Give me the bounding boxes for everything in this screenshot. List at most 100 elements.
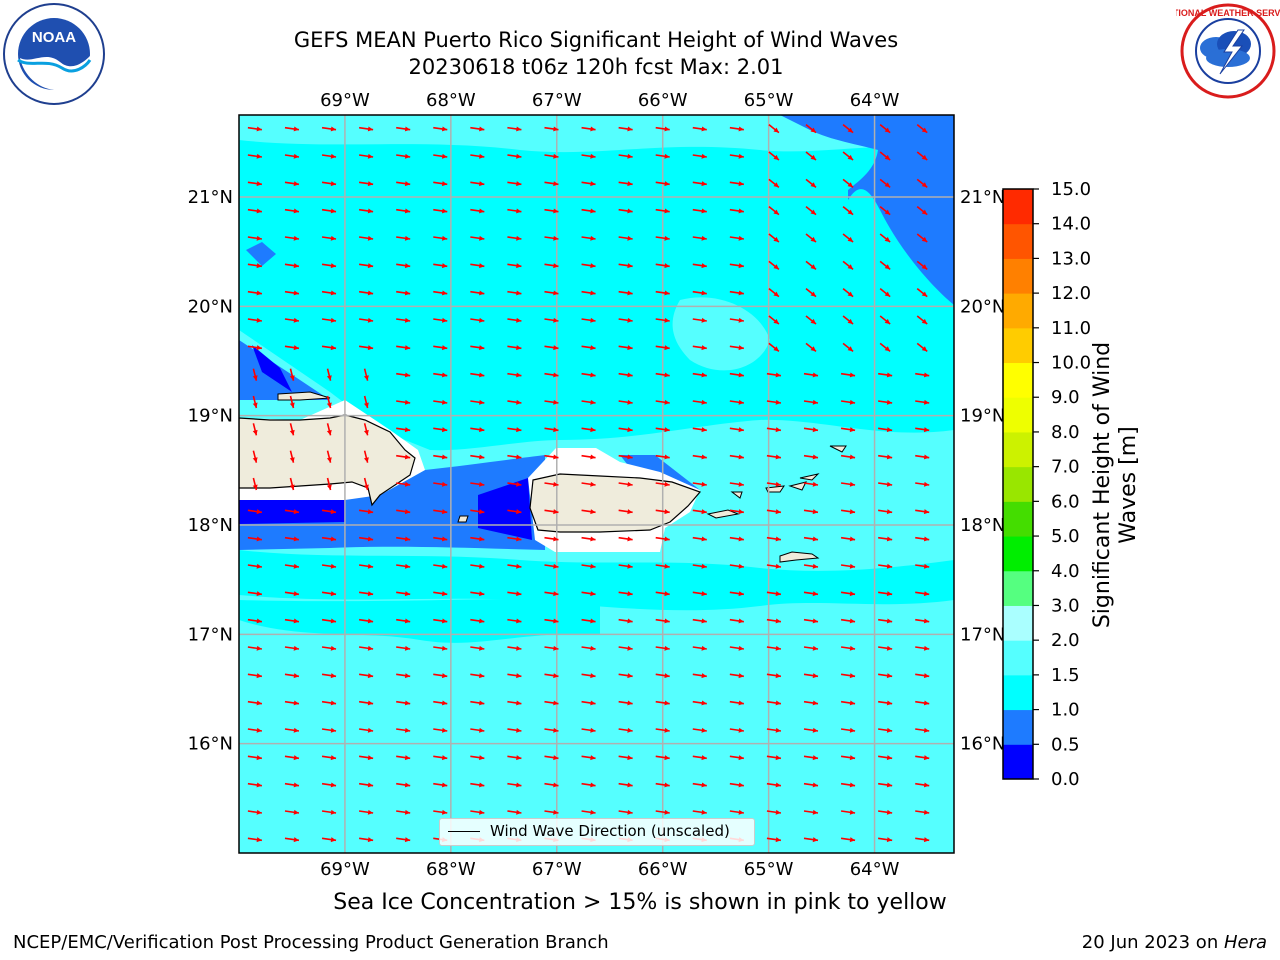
wave-direction-arrow [878,700,893,706]
wave-direction-arrow [618,809,633,815]
colorbar-segment [1003,605,1033,641]
wave-direction-arrow [507,317,522,323]
lat-tick-label: 19°N [188,406,233,427]
wave-direction-arrow [878,645,893,651]
wave-direction-arrow [581,481,596,487]
wave-direction-arrow [433,263,448,269]
wave-direction-arrow [433,673,448,679]
wave-direction-arrow [655,809,670,815]
wave-direction-arrow [915,509,930,515]
wave-direction-arrow [655,727,670,733]
wave-direction-arrow [655,454,670,460]
wave-direction-arrow [655,427,670,433]
wave-direction-arrow [729,235,744,241]
wave-direction-arrow [433,372,448,378]
colorbar-tick-label: 1.5 [1051,665,1080,686]
wave-direction-arrow [840,536,856,542]
footer-date: 20 Jun 2023 on [1081,932,1224,953]
wave-direction-arrow [768,342,780,352]
wave-direction-arrow [433,290,448,296]
wave-direction-arrow [581,317,596,323]
wave-direction-arrow [878,837,893,843]
lat-tick-label: 20°N [188,296,233,317]
wave-direction-arrow [433,481,448,487]
wave-direction-arrow [618,727,633,733]
wave-direction-arrow [840,673,856,679]
wave-direction-arrow [321,809,337,815]
wave-direction-arrow [655,700,670,706]
wave-direction-arrow [878,673,893,679]
wave-direction-arrow [766,563,782,569]
wave-direction-arrow [692,536,707,542]
wave-direction-arrow [768,151,780,161]
land-culebra [730,491,743,499]
wave-direction-arrow [247,126,263,132]
wave-direction-arrow [581,727,596,733]
colorbar-segment [1003,709,1033,745]
wave-direction-arrow [247,700,263,706]
wave-direction-arrow [803,755,819,761]
wave-direction-arrow [766,782,782,788]
wave-direction-arrow [507,126,522,132]
wave-direction-arrow [618,153,633,159]
lon-tick-label: 66°W [638,90,688,111]
wave-direction-arrow [470,317,485,323]
colorbar-segment [1003,501,1033,537]
wave-direction-arrow [358,290,374,296]
wave-direction-arrow [729,427,744,433]
wave-direction-arrow [842,206,854,216]
colorbar-tick-label: 3.0 [1051,595,1080,616]
wave-direction-arrow [916,233,928,243]
wave-direction-arrow [507,372,522,378]
wave-direction-arrow [247,536,263,542]
wave-direction-arrow [470,481,485,487]
wave-direction-arrow [840,509,856,515]
wave-direction-arrow [878,591,893,597]
wave-direction-arrow [396,235,411,241]
wave-direction-arrow [544,345,559,351]
wave-direction-arrow [692,427,707,433]
wave-direction-arrow [840,481,856,487]
wave-direction-arrow [433,563,448,569]
wave-direction-arrow [729,153,744,159]
wave-direction-arrow [805,315,817,325]
wave-direction-arrow [321,345,337,351]
wave-direction-arrow [915,700,930,706]
wave-direction-arrow [840,727,856,733]
wave-direction-arrow [842,178,854,188]
wave-direction-arrow [507,509,522,515]
wave-direction-arrow [915,782,930,788]
wave-direction-arrow [692,454,707,460]
wave-direction-arrow [840,591,856,597]
colorbar-label-line2: Waves [m] [1116,426,1141,544]
wave-direction-arrow [842,124,854,134]
colorbar-segment [1003,466,1033,502]
wave-direction-arrow [470,372,485,378]
wave-direction-arrow [768,260,780,270]
wave-direction-arrow [618,645,633,651]
wave-direction-arrow [252,395,258,409]
wave-direction-arrow [433,153,448,159]
wave-direction-arrow [879,178,891,188]
legend-label: Wind Wave Direction (unscaled) [490,822,730,840]
wave-direction-arrow [766,591,782,597]
wave-direction-arrow [284,809,300,815]
wave-direction-arrow [729,591,744,597]
wave-direction-arrow [284,345,300,351]
wave-direction-arrow [729,563,744,569]
wave-direction-arrow [729,809,744,815]
colorbar-segment [1003,293,1033,329]
wave-direction-arrow [842,151,854,161]
wave-direction-arrow [470,645,485,651]
wave-direction-arrow [692,235,707,241]
wave-direction-arrow [692,181,707,187]
wave-direction-arrow [803,372,819,378]
wave-direction-arrow [766,618,782,624]
wave-direction-arrow [321,727,337,733]
wave-direction-arrow [878,454,893,460]
wave-direction-arrow [655,263,670,269]
wave-direction-arrow [396,809,411,815]
wave-direction-arrow [247,591,263,597]
wave-direction-arrow [768,206,780,216]
wave-direction-arrow [544,317,559,323]
